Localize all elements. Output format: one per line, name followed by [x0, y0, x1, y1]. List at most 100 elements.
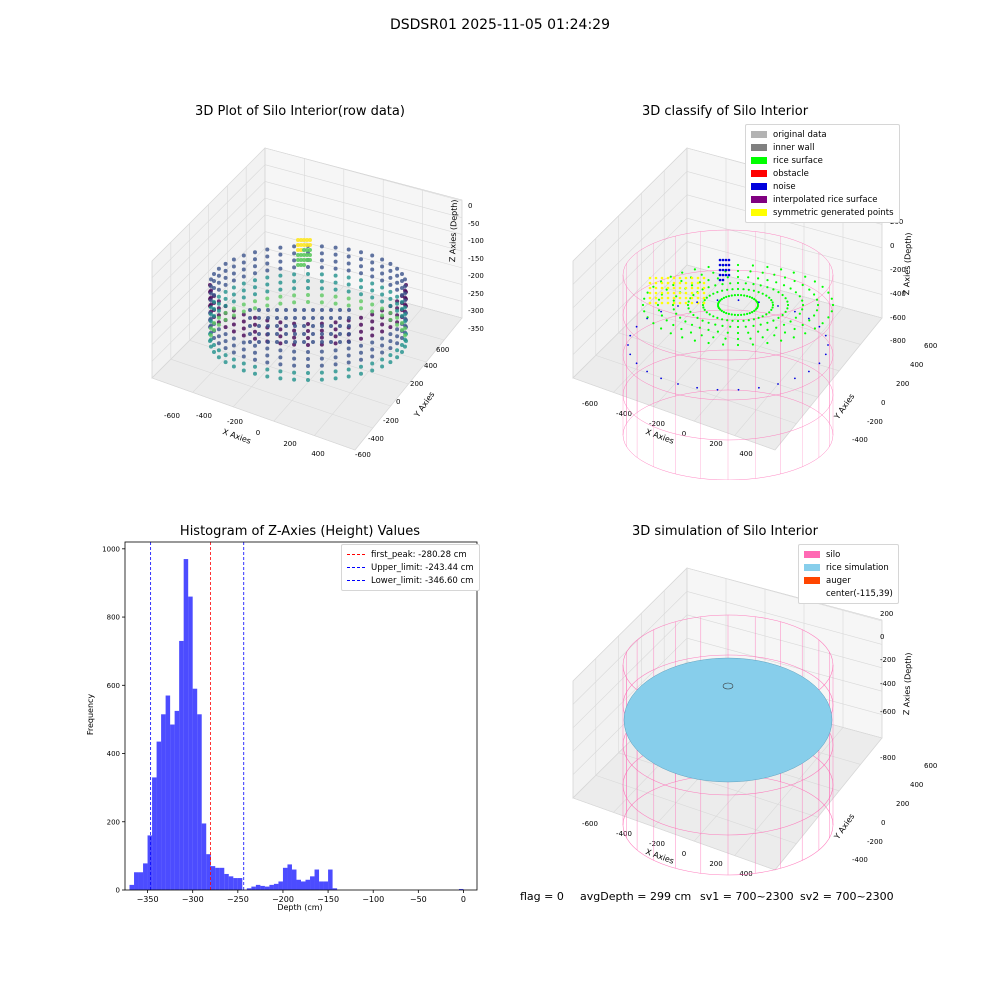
histogram-bar [328, 869, 333, 890]
rice-surface-point [684, 320, 687, 323]
rice-surface-point [707, 328, 710, 331]
raw-point [253, 371, 257, 376]
rice-simulation-surface [623, 657, 833, 783]
legend-item: center(-115,39) [804, 587, 893, 600]
rice-surface-point [793, 327, 796, 331]
raw-grid-line [151, 377, 356, 451]
rice-surface-point [773, 334, 776, 337]
symmetric-point [690, 296, 694, 300]
noise-point [808, 317, 810, 320]
raw-point [278, 301, 283, 306]
rice-surface-point [731, 319, 734, 322]
rice-surface-point [708, 294, 711, 297]
raw-point [257, 308, 261, 312]
raw-point [311, 324, 315, 328]
raw-point [359, 364, 363, 369]
raw-point [292, 265, 297, 270]
classify-ztick: -600 [890, 314, 906, 322]
symmetric-point [648, 281, 652, 285]
raw-point [253, 329, 257, 334]
rice-surface-point [830, 297, 833, 300]
raw-grid-line [227, 302, 427, 363]
raw-point [212, 314, 216, 318]
raw-point [305, 253, 309, 257]
histogram-bar [219, 867, 225, 890]
raw-point [216, 287, 221, 292]
rice-surface-point [777, 316, 780, 319]
raw-point [209, 291, 213, 296]
raw-point [231, 306, 236, 311]
raw-point [292, 335, 297, 340]
noise-point [721, 278, 725, 282]
noise-point [824, 334, 827, 337]
raw-point [253, 357, 257, 362]
rice-surface-point [747, 288, 750, 291]
legend-item: rice simulation [804, 561, 893, 574]
raw-point [284, 332, 288, 336]
raw-point [299, 253, 303, 257]
classify-xtick: -600 [582, 400, 598, 408]
rice-surface-point [725, 295, 728, 298]
raw-point [293, 316, 297, 320]
rice-surface-point [702, 306, 705, 309]
rice-surface-point [690, 284, 694, 287]
raw-point [278, 341, 283, 346]
rice-surface-point [656, 303, 660, 307]
rice-surface-point [761, 271, 764, 274]
raw-point [292, 279, 297, 284]
histogram-ytick-label: 800 [107, 614, 120, 622]
rice-surface-point [716, 330, 719, 333]
raw-point [395, 301, 400, 306]
raw-point [275, 340, 279, 344]
histogram-bar [143, 863, 148, 890]
rice-surface-point [719, 299, 722, 302]
raw-3d-plot: -600 -400 -200 0 200 400 -600 -400 -200 0 200 400 60… [151, 147, 484, 459]
rice-surface-point [672, 299, 675, 302]
raw-point [299, 258, 303, 262]
raw-point [333, 266, 338, 271]
figure-title: DSDSR01 2025-11-05 01:24:29 [389, 17, 610, 33]
raw-point [223, 282, 228, 287]
rice-surface-point [729, 282, 732, 285]
rice-surface-point [756, 303, 760, 307]
raw-ztick: -300 [468, 307, 484, 315]
raw-point [278, 252, 283, 257]
raw-point [241, 281, 246, 286]
sim-grid-line [774, 737, 883, 871]
noise-point [646, 317, 648, 320]
legend-item: noise [751, 180, 894, 193]
raw-ztick: -100 [468, 237, 484, 245]
raw-point [347, 324, 351, 328]
raw-panel-title: 3D Plot of Silo Interior(row data) [195, 104, 405, 119]
rice-surface-point [827, 291, 830, 294]
raw-point [320, 332, 324, 336]
raw-point [370, 368, 375, 373]
raw-point [302, 324, 306, 328]
rice-surface-point [747, 276, 750, 279]
raw-ztick: 0 [468, 202, 472, 210]
raw-point [388, 282, 393, 287]
raw-point [266, 308, 270, 312]
raw-point [278, 327, 283, 332]
raw-point [395, 280, 400, 285]
raw-point [306, 343, 310, 347]
rice-surface-point [808, 288, 811, 291]
raw-point [241, 288, 246, 293]
raw-point [241, 319, 246, 324]
raw-point [241, 312, 246, 317]
rice-surface-point [781, 293, 784, 297]
histogram-bar [192, 688, 198, 890]
symmetric-point [660, 296, 664, 300]
rice-surface-point [752, 289, 755, 292]
rice-surface-point [696, 316, 699, 319]
raw-point [292, 356, 297, 361]
noise-point [629, 353, 632, 356]
rice-surface-point [731, 288, 734, 291]
raw-point [333, 287, 338, 292]
sim-xtick: 400 [739, 870, 752, 878]
rice-surface-point [792, 336, 795, 339]
histogram-legend-item: first_peak: -280.28 cm [347, 548, 474, 561]
rice-surface-point [641, 303, 645, 307]
classify-ytick: -400 [852, 436, 868, 444]
raw-point [305, 258, 309, 262]
